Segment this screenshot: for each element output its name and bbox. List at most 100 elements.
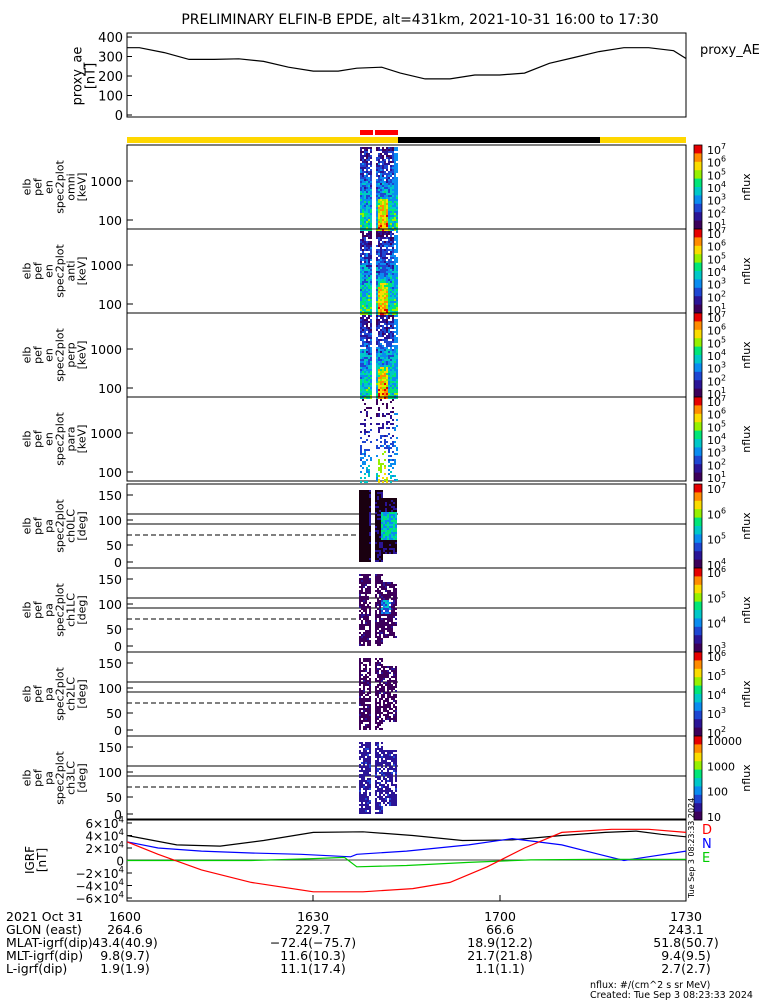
colorbar-segment (694, 706, 702, 710)
spectrogram-cell (390, 217, 392, 219)
spectrogram-cell (362, 271, 364, 273)
spectrogram-cell (382, 213, 384, 215)
spectrogram-cell (364, 227, 366, 229)
pitch-angle-cell (385, 514, 387, 516)
pitch-angle-cell (361, 796, 363, 798)
spectrogram-cell (390, 465, 392, 467)
colorbar-segment (694, 413, 702, 417)
pitch-angle-cell (391, 708, 393, 710)
pitch-angle-cell (381, 584, 383, 586)
colorbar-segment (694, 455, 702, 459)
pitch-angle-cell (363, 602, 365, 604)
pitch-angle-cell (361, 490, 363, 492)
spectrogram-cell (382, 403, 384, 405)
proxy-ae-ylabel-line: [nT] (84, 63, 99, 89)
spectrogram-cell (394, 459, 396, 461)
spectrogram-cell (382, 173, 384, 175)
pitch-angle-cell (369, 608, 371, 610)
colorbar-segment (694, 380, 702, 383)
colorbar-segment (694, 675, 702, 678)
colorbar-segment (694, 254, 702, 257)
pitch-angle-cell (375, 590, 377, 592)
spectrogram-cell (390, 207, 392, 209)
spectrogram-cell (370, 271, 372, 273)
pitch-angle-cell (365, 580, 367, 582)
pitch-angle-cell (361, 530, 363, 532)
spectrogram-cell (364, 265, 366, 267)
pitch-angle-cell (365, 556, 367, 558)
pitch-angle-cell (377, 796, 379, 798)
spectrogram-cell (364, 187, 366, 189)
pitch-angle-cell (391, 584, 393, 586)
spectrogram-cell (396, 387, 398, 389)
pitch-angle-cell (391, 684, 393, 686)
pitch-angle-cell (377, 804, 379, 806)
spectrogram-cell (392, 229, 394, 231)
spectrogram-cell (380, 349, 382, 351)
spectrogram-cell (360, 431, 362, 433)
pitch-angle-cell (381, 532, 383, 534)
spectrogram-cell (392, 195, 394, 197)
pitch-angle-cell (381, 658, 383, 660)
colorbar-segment (694, 733, 702, 737)
status-bar-yellow-mid (360, 137, 398, 143)
pitch-angle-cell (359, 582, 361, 584)
spectrogram-cell (370, 337, 372, 339)
spectrogram-cell (370, 347, 372, 349)
pitch-angle-cell (367, 798, 369, 800)
spectrogram-cell (392, 423, 394, 425)
spectrogram-cell (370, 177, 372, 179)
spectrogram-cell (390, 349, 392, 351)
spectrogram-cell (396, 275, 398, 277)
spectrogram-cell (370, 275, 372, 277)
spectrogram-cell (364, 455, 366, 457)
spectrogram-cell (380, 181, 382, 183)
spectrogram-cell (392, 187, 394, 189)
spectrogram-cell (362, 283, 364, 285)
spectrogram-cell (394, 355, 396, 357)
spectrogram-cell (368, 381, 370, 383)
pitch-angle-cell (361, 752, 363, 754)
spectrogram-cell (376, 401, 378, 403)
pitch-angle-cell (359, 528, 361, 530)
pitch-angle-cell (379, 586, 381, 588)
pitch-angle-cell (393, 720, 395, 722)
pitch-angle-cell (387, 788, 389, 790)
pitch-angle-cell (369, 578, 371, 580)
spectrogram-cell (392, 411, 394, 413)
spectrogram-cell (362, 223, 364, 225)
spectrogram-cell (378, 467, 380, 469)
colorbar-segment (694, 203, 702, 207)
spectrogram-cell (360, 297, 362, 299)
spectrogram-cell (386, 373, 388, 375)
spectrogram-cell (394, 393, 396, 395)
pitch-angle-cell (369, 624, 371, 626)
spectrogram-cell (390, 345, 392, 347)
colorbar-segment (694, 677, 702, 680)
spectrogram-cell (392, 281, 394, 283)
spectrogram-cell (376, 391, 378, 393)
spectrogram-cell (376, 455, 378, 457)
spectrogram-cell (390, 267, 392, 269)
pitch-angle-cell (375, 508, 377, 510)
pitch-angle-cell (387, 750, 389, 752)
spectrogram-cell (384, 459, 386, 461)
spectrogram-cell (362, 161, 364, 163)
spectrogram-cell (368, 185, 370, 187)
pitch-angle-cell (379, 526, 381, 528)
pitch-angle-cell (375, 522, 377, 524)
pitch-angle-cell (387, 688, 389, 690)
spectrogram-cell (394, 199, 396, 201)
pitch-angle-cell (391, 634, 393, 636)
spectrogram-cell (362, 253, 364, 255)
spectrogram-cell (386, 481, 388, 483)
spectrogram-cell (362, 197, 364, 199)
pitch-angle-cell (359, 628, 361, 630)
spectrogram-cell (360, 221, 362, 223)
pitch-angle-cell (365, 640, 367, 642)
pitch-angle-cell (361, 522, 363, 524)
pitch-angle-cell (369, 492, 371, 494)
pitch-angle-cell (377, 548, 379, 550)
colorbar-segment (694, 476, 702, 480)
spectrogram-cell (376, 229, 378, 231)
